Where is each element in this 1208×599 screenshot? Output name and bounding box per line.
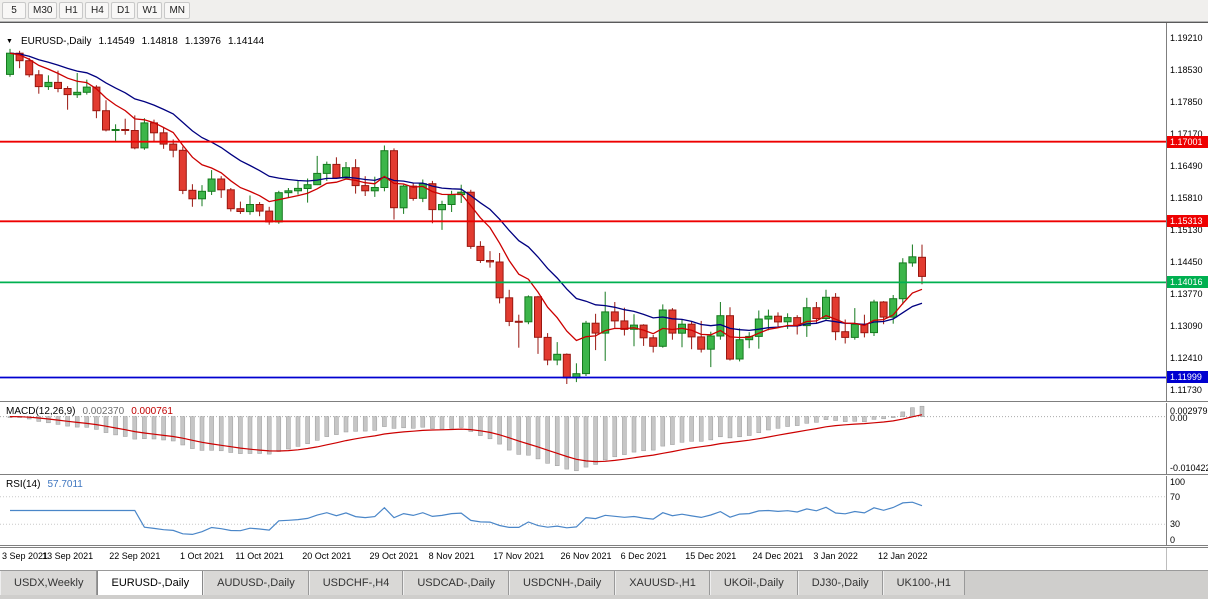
date-tick: 15 Dec 2021 xyxy=(685,551,737,561)
ohlc-high: 1.14818 xyxy=(141,36,178,47)
chart-tab-audusd-daily[interactable]: AUDUSD-,Daily xyxy=(203,571,309,595)
chart-tab-usdchf-h4[interactable]: USDCHF-,H4 xyxy=(308,571,404,595)
date-tick: 8 Nov 2021 xyxy=(428,551,475,561)
ohlc-open: 1.14549 xyxy=(98,36,135,47)
timeframe-button-5[interactable]: 5 xyxy=(2,2,26,19)
rsi-tick: 30 xyxy=(1170,519,1181,530)
date-tick: 6 Dec 2021 xyxy=(620,551,667,561)
timeframe-button-d1[interactable]: D1 xyxy=(111,2,136,19)
macd-value: 0.002370 xyxy=(82,406,125,417)
rsi-value: 57.7011 xyxy=(47,479,83,490)
date-tick: 11 Oct 2021 xyxy=(235,551,284,561)
rsi-header: RSI(14) 57.7011 xyxy=(6,479,83,490)
timeframe-toolbar: 5 M30 H1 H4 D1 W1 MN xyxy=(0,0,1208,22)
date-tick: 12 Jan 2022 xyxy=(878,551,928,561)
timeframe-button-m30[interactable]: M30 xyxy=(28,2,58,19)
chart-tab-xauusd-h1[interactable]: XAUUSD-,H1 xyxy=(615,571,710,595)
date-tick: 20 Oct 2021 xyxy=(302,551,352,561)
rsi-label: RSI(14) xyxy=(6,479,41,490)
macd-tick: 0.0029795 xyxy=(1170,406,1208,416)
price-tick: 1.13090 xyxy=(1170,321,1203,332)
macd-header: MACD(12,26,9) 0.002370 0.000761 xyxy=(6,406,173,417)
price-tick: 1.17850 xyxy=(1170,96,1203,107)
macd-label: MACD(12,26,9) xyxy=(6,406,76,417)
price-level-flag: 1.14016 xyxy=(1167,276,1208,289)
chart-tab-usdx-weekly[interactable]: USDX,Weekly xyxy=(0,571,98,595)
price-tick: 1.18530 xyxy=(1170,64,1203,75)
date-tick: 26 Nov 2021 xyxy=(560,551,612,561)
price-tick: 1.19210 xyxy=(1170,32,1203,43)
price-level-flag: 1.17001 xyxy=(1167,135,1208,148)
timeframe-button-h4[interactable]: H4 xyxy=(85,2,110,19)
main-chart-panel[interactable]: ▼ EURUSD-,Daily 1.14549 1.14818 1.13976 … xyxy=(0,22,1208,402)
price-axis[interactable]: 1.19210 1.18530 1.17850 1.17170 1.16490 1.158… xyxy=(1166,23,1208,401)
date-tick: 17 Nov 2021 xyxy=(493,551,545,561)
macd-panel[interactable]: MACD(12,26,9) 0.002370 0.000761 0.002979… xyxy=(0,403,1208,475)
rsi-axis: 100 70 30 0 xyxy=(1166,476,1208,545)
chart-tab-usdcad-daily[interactable]: USDCAD-,Daily xyxy=(403,571,509,595)
symbol-tabbar: USDX,Weekly EURUSD-,Daily AUDUSD-,Daily USD… xyxy=(0,570,1208,599)
timeframe-button-h1[interactable]: H1 xyxy=(59,2,84,19)
price-tick: 1.11730 xyxy=(1170,385,1202,396)
candlestick-chart[interactable] xyxy=(0,23,1166,401)
timeframe-button-mn[interactable]: MN xyxy=(164,2,191,19)
date-tick: 1 Oct 2021 xyxy=(179,551,225,561)
price-level-flag: 1.11999 xyxy=(1167,371,1208,384)
ohlc-low: 1.13976 xyxy=(184,36,221,47)
price-level-flag: 1.15313 xyxy=(1167,215,1208,228)
rsi-panel[interactable]: RSI(14) 57.7011 100 70 30 0 xyxy=(0,476,1208,546)
rsi-plot xyxy=(0,496,1166,536)
chart-tab-usdcnh-daily[interactable]: USDCNH-,Daily xyxy=(508,571,616,595)
ohlc-close: 1.14144 xyxy=(227,36,265,47)
price-tick: 1.13770 xyxy=(1170,289,1203,299)
chart-tab-uk100-h1[interactable]: UK100-,H1 xyxy=(882,571,966,595)
chart-title: ▼ EURUSD-,Daily 1.14549 1.14818 1.13976 … xyxy=(6,36,264,47)
chart-tab-ukoil-daily[interactable]: UKOil-,Daily xyxy=(709,571,798,595)
date-tick: 3 Sep 2021 xyxy=(2,551,49,561)
price-tick: 1.12410 xyxy=(1170,353,1203,364)
macd-tick: -0.0104225 xyxy=(1170,463,1208,473)
date-tick: 13 Sep 2021 xyxy=(42,551,94,561)
price-tick: 1.15130 xyxy=(1170,224,1203,235)
price-tick: 1.14450 xyxy=(1170,256,1203,267)
date-tick: 22 Sep 2021 xyxy=(109,551,161,561)
macd-plot xyxy=(0,405,1166,472)
macd-tick: 0.00 xyxy=(1170,412,1188,423)
rsi-tick: 70 xyxy=(1170,491,1181,502)
price-tick: 1.16490 xyxy=(1170,160,1203,171)
rsi-tick: 100 xyxy=(1170,477,1186,487)
price-tick: 1.17170 xyxy=(1170,128,1203,139)
date-tick: 3 Jan 2022 xyxy=(813,551,858,561)
date-axis[interactable]: 3 Sep 2021 13 Sep 2021 22 Sep 2021 1 Oct 20… xyxy=(0,547,1208,570)
macd-signal-value: 0.000761 xyxy=(131,406,173,417)
macd-axis: 0.00297950.00 -0.0104225 xyxy=(1166,403,1208,474)
chart-tab-eurusd-daily[interactable]: EURUSD-,Daily xyxy=(97,571,204,595)
axis-separator xyxy=(1166,548,1167,570)
timeframe-button-w1[interactable]: W1 xyxy=(137,2,163,19)
chart-symbol-label: EURUSD-,Daily xyxy=(20,36,92,47)
chart-menu-icon[interactable]: ▼ xyxy=(6,38,13,45)
rsi-tick: 0 xyxy=(1170,535,1176,545)
price-tick: 1.15810 xyxy=(1170,192,1203,203)
date-tick: 24 Dec 2021 xyxy=(752,551,804,561)
date-tick: 29 Oct 2021 xyxy=(369,551,419,561)
chart-tab-dj30-daily[interactable]: DJ30-,Daily xyxy=(797,571,883,595)
